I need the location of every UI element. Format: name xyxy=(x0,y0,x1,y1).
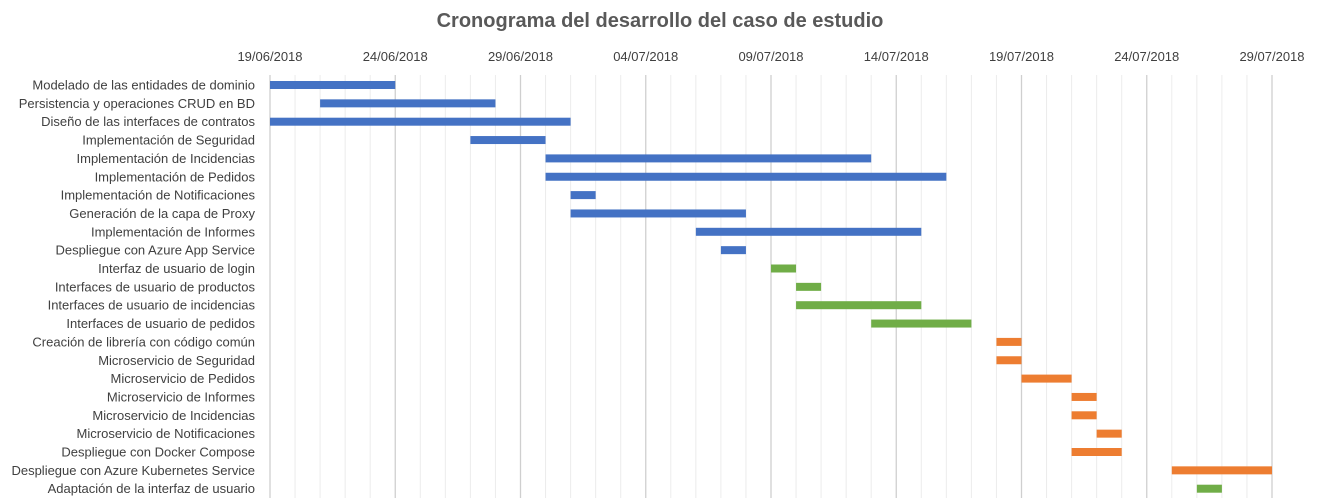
x-tick-label: 29/06/2018 xyxy=(488,49,553,64)
task-label: Diseño de las interfaces de contratos xyxy=(41,114,255,129)
task-label: Implementación de Incidencias xyxy=(77,151,256,166)
task-bar xyxy=(570,209,746,218)
task-bar xyxy=(695,227,922,236)
x-tick-label: 19/07/2018 xyxy=(989,49,1054,64)
task-bar xyxy=(320,99,496,108)
task-label: Microservicio de Notificaciones xyxy=(77,426,256,441)
task-bar xyxy=(1071,392,1097,401)
task-label: Implementación de Seguridad xyxy=(82,133,255,148)
x-tick-label: 04/07/2018 xyxy=(613,49,678,64)
task-bar xyxy=(1071,411,1097,420)
task-bars xyxy=(270,81,1272,493)
task-label: Interfaces de usuario de incidencias xyxy=(48,298,256,313)
task-label: Interfaz de usuario de login xyxy=(98,261,255,276)
task-bar xyxy=(796,282,822,291)
x-tick-label: 29/07/2018 xyxy=(1239,49,1304,64)
task-bar xyxy=(1096,429,1122,438)
task-bar xyxy=(1071,448,1122,456)
task-label: Microservicio de Pedidos xyxy=(110,371,255,386)
chart-title: Cronograma del desarrollo del caso de es… xyxy=(437,10,884,32)
task-label: Modelado de las entidades de dominio xyxy=(32,78,255,93)
task-label: Microservicio de Incidencias xyxy=(92,408,255,423)
task-label: Microservicio de Seguridad xyxy=(98,353,255,368)
task-bar xyxy=(871,319,972,328)
task-bar xyxy=(270,81,396,89)
task-label: Despliegue con Docker Compose xyxy=(61,445,255,460)
task-bar xyxy=(570,191,596,200)
task-label: Creación de librería con código común xyxy=(32,334,255,349)
task-bar xyxy=(996,337,1022,346)
x-tick-label: 09/07/2018 xyxy=(738,49,803,64)
task-labels: Modelado de las entidades de dominio Pers… xyxy=(11,78,255,497)
task-label: Adaptación de la interfaz de usuario xyxy=(48,481,255,496)
task-bar xyxy=(1171,466,1272,475)
task-label: Interfaces de usuario de pedidos xyxy=(66,316,255,331)
task-label: Microservicio de Informes xyxy=(107,389,256,404)
task-bar xyxy=(771,264,797,273)
task-bar xyxy=(1021,374,1072,383)
x-tick-label: 14/07/2018 xyxy=(864,49,929,64)
task-label: Interfaces de usuario de productos xyxy=(55,279,256,294)
x-tick-label: 24/07/2018 xyxy=(1114,49,1179,64)
task-label: Implementación de Pedidos xyxy=(95,169,256,184)
task-bar xyxy=(470,136,546,145)
task-label: Despliegue con Azure Kubernetes Service xyxy=(11,463,255,478)
x-tick-label: 19/06/2018 xyxy=(237,49,302,64)
x-axis-tick-labels: 19/06/2018 24/06/2018 29/06/2018 04/07/2018… xyxy=(237,49,1304,64)
task-bar xyxy=(270,117,571,126)
task-label: Implementación de Notificaciones xyxy=(61,188,256,203)
task-label: Persistencia y operaciones CRUD en BD xyxy=(19,96,255,111)
task-bar xyxy=(545,154,872,163)
task-bar xyxy=(545,172,947,181)
x-tick-label: 24/06/2018 xyxy=(363,49,428,64)
task-bar xyxy=(720,246,746,255)
major-gridlines xyxy=(269,75,1273,498)
task-bar xyxy=(1196,484,1222,493)
task-bar xyxy=(796,301,922,310)
task-label: Despliegue con Azure App Service xyxy=(56,243,255,258)
task-label: Generación de la capa de Proxy xyxy=(69,206,255,221)
task-bar xyxy=(996,356,1022,365)
task-label: Implementación de Informes xyxy=(91,224,256,239)
